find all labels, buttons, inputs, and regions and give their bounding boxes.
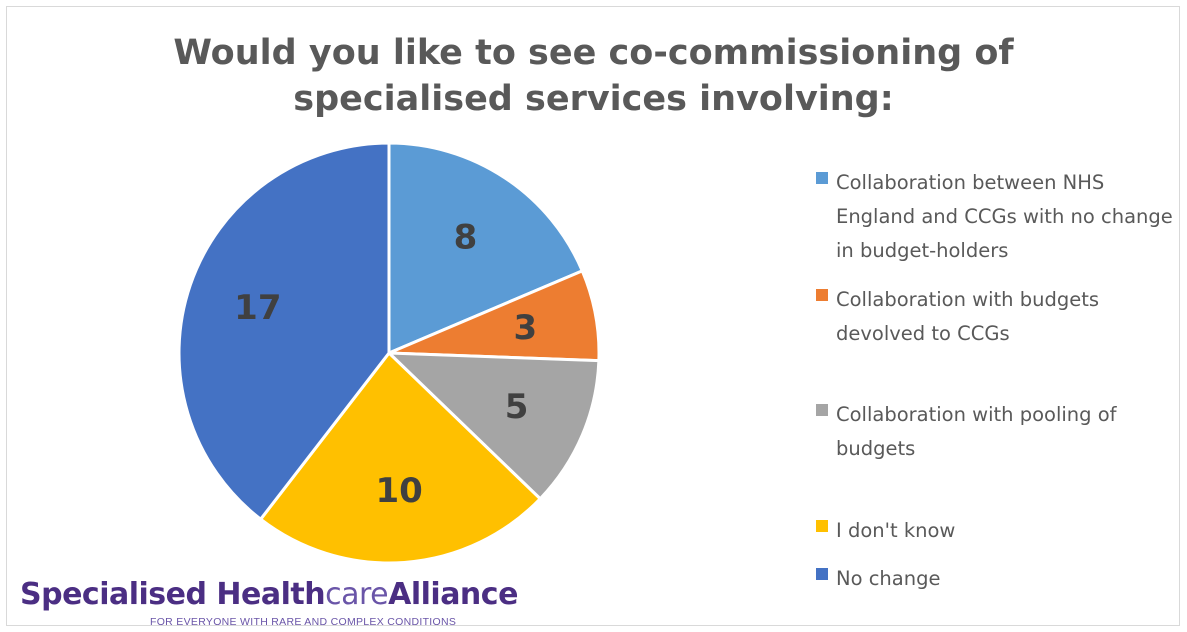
legend-label-2: Collaboration with budgets devolved to C… (836, 288, 1100, 345)
legend-swatch-3 (816, 404, 828, 416)
pie-data-label-2: 3 (513, 308, 537, 348)
pie-data-label-4: 10 (375, 471, 422, 511)
legend-label-5: No change (836, 567, 941, 590)
pie-slice-5 (177, 141, 391, 522)
chart-title: Would you like to see co-commissioning o… (0, 30, 1187, 122)
logo-part-1: Specialised Health (20, 577, 326, 612)
logo-part-2: care (325, 577, 389, 612)
legend-label-1: Collaboration between NHS England and CC… (836, 171, 1173, 262)
legend-label-4: I don't know (836, 519, 956, 542)
chart-title-line-1: Would you like to see co-commissioning o… (173, 33, 1014, 73)
alliance-logo: Specialised HealthcareAlliance (20, 577, 518, 612)
pie-slice-3 (385, 351, 601, 501)
pie-slice-1 (387, 141, 585, 356)
pie-data-label-1: 8 (454, 217, 478, 257)
legend-label-3: Collaboration with pooling of budgets (836, 403, 1117, 460)
logo-part-3: Alliance (388, 577, 518, 612)
pie-data-label-3: 5 (505, 387, 529, 427)
chart-title-line-2: specialised services involving: (293, 79, 894, 119)
logo-tagline: FOR EVERYONE WITH RARE AND COMPLEX CONDI… (150, 616, 457, 628)
legend-swatch-2 (816, 289, 828, 301)
legend-swatch-4 (816, 520, 828, 532)
pie-data-label-5: 17 (234, 288, 281, 328)
legend-swatch-5 (816, 568, 828, 580)
pie-slice-4 (258, 350, 543, 565)
legend-swatch-1 (816, 172, 828, 184)
